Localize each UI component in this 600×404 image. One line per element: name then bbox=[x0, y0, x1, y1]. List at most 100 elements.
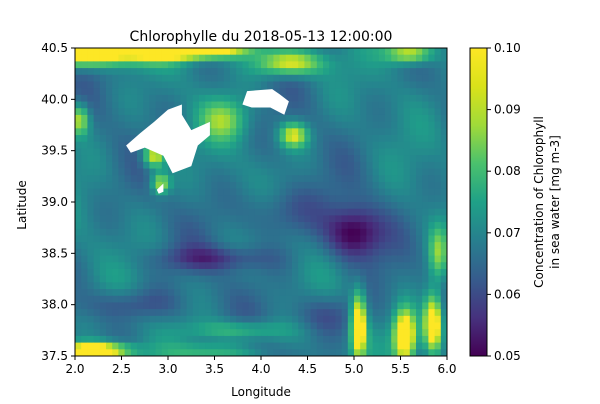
heatmap-cell bbox=[273, 215, 280, 223]
heatmap-cell bbox=[310, 135, 318, 143]
heatmap-cell bbox=[267, 121, 274, 129]
heatmap-cell bbox=[416, 222, 423, 230]
heatmap-cell bbox=[366, 168, 373, 176]
heatmap-cell bbox=[93, 255, 101, 263]
heatmap-cell bbox=[434, 88, 442, 96]
heatmap-cell bbox=[409, 128, 417, 136]
heatmap-cell bbox=[267, 108, 274, 116]
heatmap-cell bbox=[186, 242, 194, 250]
heatmap-cell bbox=[385, 309, 392, 317]
heatmap-cell bbox=[106, 48, 113, 56]
heatmap-cell bbox=[385, 315, 392, 323]
heatmap-cell bbox=[397, 175, 404, 183]
heatmap-cell bbox=[81, 48, 88, 56]
heatmap-cell bbox=[397, 161, 404, 169]
heatmap-cell bbox=[180, 202, 187, 210]
heatmap-cell bbox=[143, 255, 150, 263]
heatmap-cell bbox=[75, 329, 82, 337]
heatmap-cell bbox=[155, 168, 163, 176]
heatmap-cell bbox=[236, 342, 243, 350]
heatmap-cell bbox=[323, 175, 330, 183]
heatmap-cell bbox=[378, 188, 386, 196]
heatmap-cell bbox=[409, 81, 417, 89]
heatmap-cell bbox=[292, 248, 299, 256]
heatmap-cell bbox=[354, 342, 361, 350]
heatmap-cell bbox=[199, 268, 206, 277]
heatmap-cell bbox=[254, 74, 262, 82]
heatmap-cell bbox=[378, 54, 386, 62]
heatmap-cell bbox=[397, 315, 404, 323]
heatmap-cell bbox=[397, 68, 404, 76]
heatmap-cell bbox=[316, 94, 324, 102]
heatmap-cell bbox=[397, 181, 404, 190]
heatmap-cell bbox=[143, 228, 150, 236]
heatmap-cell bbox=[329, 141, 336, 149]
heatmap-cell bbox=[137, 295, 144, 303]
heatmap-cell bbox=[347, 282, 355, 290]
heatmap-cell bbox=[422, 295, 429, 303]
heatmap-cell bbox=[236, 121, 243, 129]
heatmap-cell bbox=[298, 141, 305, 149]
heatmap-cell bbox=[440, 195, 447, 203]
heatmap-cell bbox=[230, 268, 237, 277]
heatmap-cell bbox=[81, 128, 88, 136]
heatmap-cell bbox=[261, 335, 268, 344]
heatmap-cell bbox=[130, 128, 138, 136]
heatmap-cell bbox=[112, 309, 119, 317]
heatmap-cell bbox=[416, 168, 423, 176]
heatmap-cell bbox=[174, 302, 181, 310]
heatmap-cell bbox=[341, 88, 349, 96]
x-tick-label: 5.5 bbox=[391, 362, 410, 376]
heatmap-cell bbox=[354, 222, 361, 230]
heatmap-cell bbox=[112, 141, 119, 149]
heatmap-cell bbox=[403, 329, 411, 337]
heatmap-cell bbox=[124, 275, 132, 283]
heatmap-cell bbox=[242, 155, 249, 163]
heatmap-cell bbox=[130, 235, 138, 243]
heatmap-cell bbox=[112, 342, 119, 350]
heatmap-cell bbox=[99, 188, 107, 196]
heatmap-cell bbox=[186, 168, 194, 176]
heatmap-cell bbox=[75, 215, 82, 223]
heatmap-cell bbox=[192, 215, 200, 223]
heatmap-cell bbox=[248, 255, 256, 263]
heatmap-cell bbox=[205, 81, 212, 89]
heatmap-cell bbox=[199, 121, 206, 129]
heatmap-cell bbox=[205, 322, 212, 330]
heatmap-cell bbox=[99, 282, 107, 290]
heatmap-cell bbox=[168, 181, 175, 190]
heatmap-cell bbox=[217, 128, 225, 136]
heatmap-cell bbox=[223, 161, 231, 169]
heatmap-cell bbox=[205, 329, 212, 337]
heatmap-cell bbox=[440, 242, 447, 250]
heatmap-cell bbox=[397, 235, 404, 243]
heatmap-cell bbox=[124, 88, 132, 96]
heatmap-cell bbox=[130, 228, 138, 236]
heatmap-cell bbox=[112, 289, 119, 297]
heatmap-cell bbox=[186, 302, 194, 310]
heatmap-cell bbox=[112, 282, 119, 290]
heatmap-cell bbox=[378, 329, 386, 337]
heatmap-cell bbox=[223, 242, 231, 250]
heatmap-cell bbox=[335, 275, 342, 283]
heatmap-cell bbox=[378, 74, 386, 82]
heatmap-cell bbox=[87, 315, 94, 323]
heatmap-cell bbox=[285, 74, 293, 82]
heatmap-cell bbox=[385, 275, 392, 283]
heatmap-cell bbox=[422, 188, 429, 196]
heatmap-cell bbox=[254, 342, 262, 350]
heatmap-cell bbox=[391, 61, 398, 69]
heatmap-cell bbox=[118, 141, 125, 149]
heatmap-cell bbox=[93, 289, 101, 297]
heatmap-cell bbox=[118, 114, 125, 123]
heatmap-cell bbox=[87, 329, 94, 337]
heatmap-cell bbox=[354, 242, 361, 250]
heatmap-cell bbox=[75, 302, 82, 310]
heatmap-cell bbox=[87, 148, 94, 156]
heatmap-cell bbox=[354, 202, 361, 210]
heatmap-cell bbox=[75, 262, 82, 270]
heatmap-cell bbox=[236, 275, 243, 283]
heatmap-cell bbox=[292, 94, 299, 102]
heatmap-cell bbox=[267, 148, 274, 156]
